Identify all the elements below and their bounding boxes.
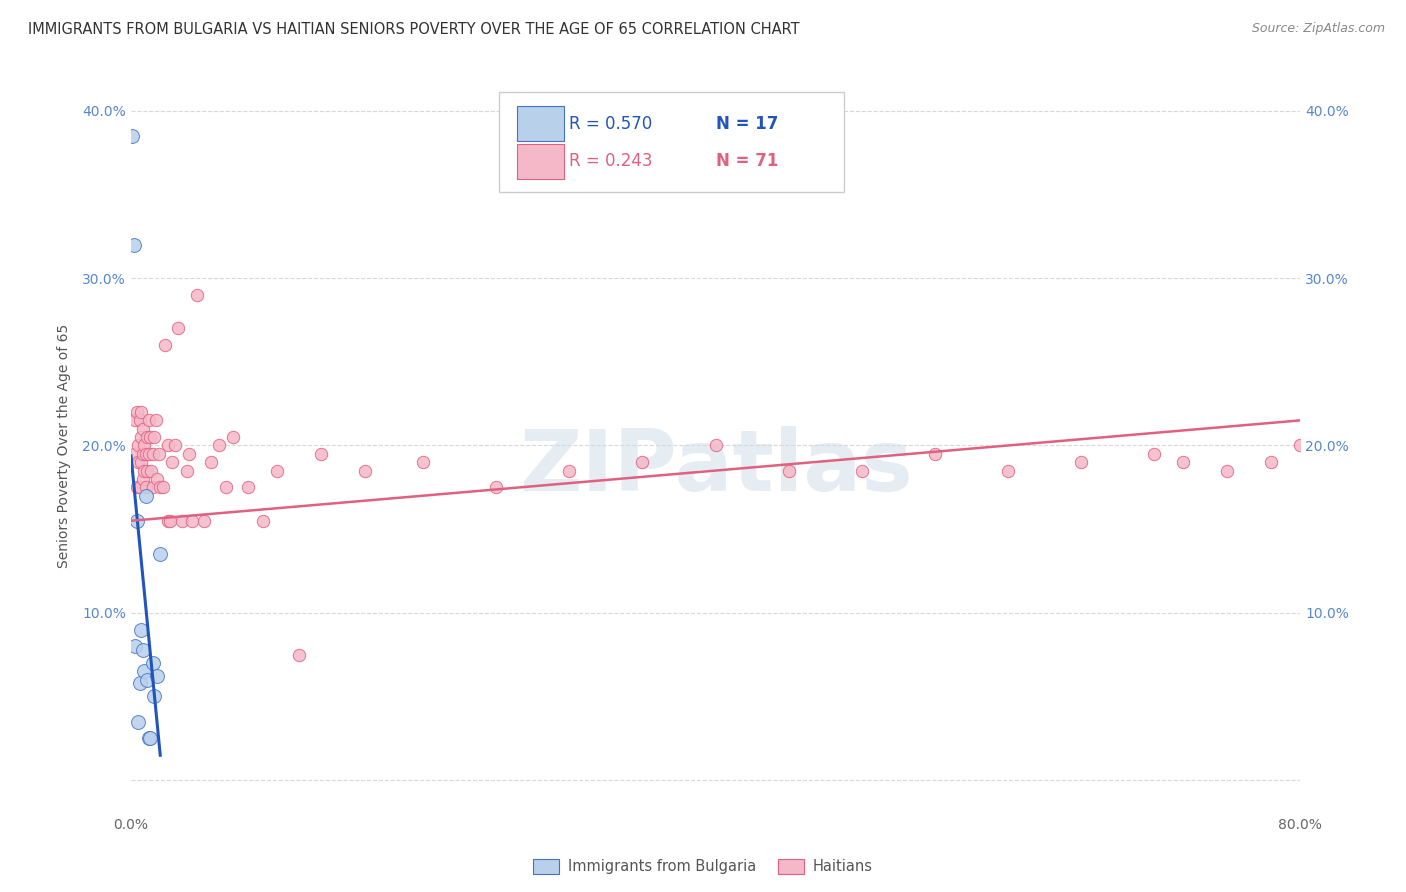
Point xyxy=(1070,455,1092,469)
Point xyxy=(121,128,143,143)
Point xyxy=(136,464,159,478)
Point xyxy=(129,405,152,419)
Point xyxy=(181,514,204,528)
Point xyxy=(138,447,160,461)
Point xyxy=(128,413,150,427)
Point xyxy=(122,447,145,461)
Point xyxy=(252,514,274,528)
Point xyxy=(139,731,162,746)
FancyBboxPatch shape xyxy=(499,92,844,192)
Point xyxy=(122,237,145,252)
Point xyxy=(141,464,163,478)
Point xyxy=(353,464,375,478)
Point xyxy=(125,514,148,528)
Point xyxy=(128,480,150,494)
Point xyxy=(143,690,166,704)
Point xyxy=(851,464,873,478)
Point xyxy=(138,731,160,746)
Point xyxy=(200,455,222,469)
Point xyxy=(149,480,172,494)
Point xyxy=(129,430,152,444)
Point xyxy=(485,480,508,494)
FancyBboxPatch shape xyxy=(517,144,564,179)
Point xyxy=(179,447,201,461)
Point xyxy=(704,438,727,452)
Point xyxy=(148,447,170,461)
Point xyxy=(215,480,238,494)
FancyBboxPatch shape xyxy=(517,106,564,142)
Point xyxy=(152,480,174,494)
Y-axis label: Seniors Poverty Over the Age of 65: Seniors Poverty Over the Age of 65 xyxy=(58,324,72,567)
Point xyxy=(172,514,194,528)
Point xyxy=(143,430,166,444)
Point xyxy=(1289,438,1312,452)
Point xyxy=(145,413,167,427)
Point xyxy=(631,455,654,469)
Point xyxy=(139,430,162,444)
Point xyxy=(176,464,198,478)
Point xyxy=(136,673,159,687)
Text: R = 0.570: R = 0.570 xyxy=(569,115,652,133)
Point xyxy=(156,514,179,528)
Point xyxy=(193,514,215,528)
Point xyxy=(124,639,146,653)
Point xyxy=(134,665,156,679)
Point xyxy=(127,714,149,729)
Point xyxy=(142,480,165,494)
Point xyxy=(135,447,157,461)
Text: ZIPatlas: ZIPatlas xyxy=(519,426,912,509)
Point xyxy=(208,438,231,452)
Point xyxy=(288,648,311,662)
Point xyxy=(1173,455,1195,469)
Point xyxy=(132,642,155,657)
Point xyxy=(125,480,148,494)
Point xyxy=(138,413,160,427)
Point xyxy=(129,623,152,637)
Point xyxy=(135,480,157,494)
Point xyxy=(125,405,148,419)
Point xyxy=(136,430,159,444)
Point xyxy=(186,288,208,302)
Point xyxy=(149,547,172,561)
Point xyxy=(142,447,165,461)
Point xyxy=(135,489,157,503)
Point xyxy=(924,447,946,461)
Point xyxy=(146,669,169,683)
Text: R = 0.243: R = 0.243 xyxy=(569,153,652,170)
Point xyxy=(159,514,181,528)
Point xyxy=(127,438,149,452)
Legend: Immigrants from Bulgaria, Haitians: Immigrants from Bulgaria, Haitians xyxy=(527,853,879,880)
Point xyxy=(142,656,165,670)
Point xyxy=(153,338,176,352)
Point xyxy=(236,480,259,494)
Point xyxy=(134,464,156,478)
Text: N = 71: N = 71 xyxy=(716,153,778,170)
Point xyxy=(132,422,155,436)
Point xyxy=(129,455,152,469)
Point xyxy=(1143,447,1166,461)
Point xyxy=(146,472,169,486)
Point xyxy=(132,447,155,461)
Point xyxy=(166,321,188,335)
Point xyxy=(127,455,149,469)
Point xyxy=(156,438,179,452)
Point xyxy=(997,464,1019,478)
Text: N = 17: N = 17 xyxy=(716,115,778,133)
Point xyxy=(163,438,186,452)
Text: Source: ZipAtlas.com: Source: ZipAtlas.com xyxy=(1251,22,1385,36)
Point xyxy=(222,430,245,444)
Point xyxy=(558,464,581,478)
Point xyxy=(412,455,434,469)
Point xyxy=(160,455,183,469)
Point xyxy=(1260,455,1282,469)
Point xyxy=(132,472,155,486)
Point xyxy=(128,676,150,690)
Text: IMMIGRANTS FROM BULGARIA VS HAITIAN SENIORS POVERTY OVER THE AGE OF 65 CORRELATI: IMMIGRANTS FROM BULGARIA VS HAITIAN SENI… xyxy=(28,22,800,37)
Point xyxy=(134,438,156,452)
Point xyxy=(309,447,332,461)
Point xyxy=(124,413,146,427)
Point xyxy=(778,464,800,478)
Point xyxy=(266,464,288,478)
Point xyxy=(1216,464,1239,478)
